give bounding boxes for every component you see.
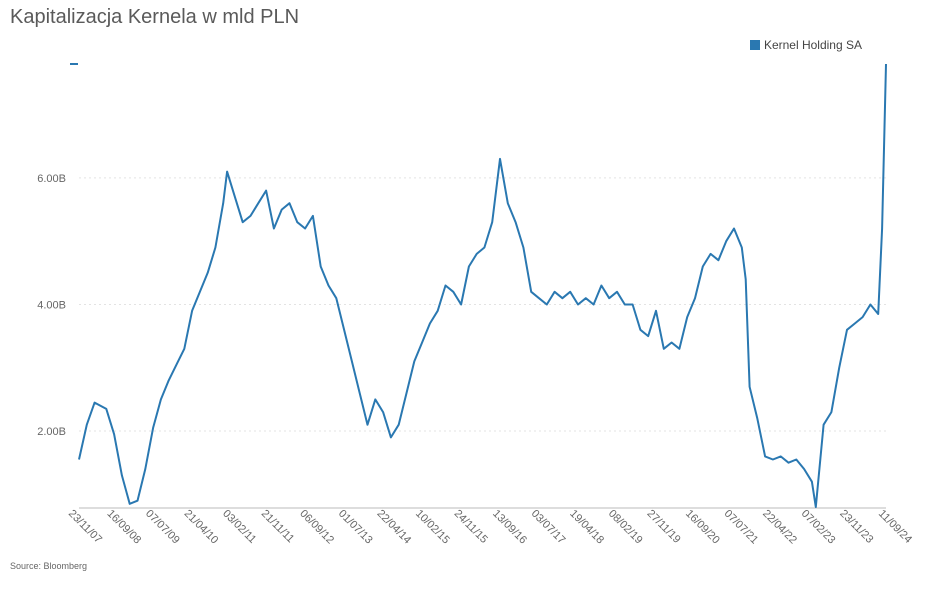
x-tick-label: 21/11/11 [259, 508, 297, 546]
legend: Kernel Holding SA [749, 38, 862, 52]
legend-label: Kernel Holding SA [763, 38, 862, 52]
source-note: Source: Bloomberg [10, 561, 88, 571]
series-line-kernel [78, 63, 887, 508]
x-tick-label: 03/02/11 [220, 508, 258, 546]
x-tick-label: 03/07/17 [529, 508, 568, 547]
x-tick-label: 22/04/22 [760, 508, 799, 547]
x-tick-label: 23/11/07 [66, 508, 104, 546]
x-tick-label: 23/11/23 [837, 508, 875, 546]
x-tick-label: 10/02/15 [413, 508, 452, 547]
x-tick-label: 06/09/12 [297, 508, 336, 547]
chart-title: Kapitalizacja Kernela w mld PLN [10, 6, 300, 28]
y-tick-label: 4.00B [37, 299, 66, 311]
x-tick-label: 01/07/13 [336, 508, 375, 547]
x-tick-label: 16/09/20 [683, 508, 722, 547]
y-tick-label: 2.00B [37, 426, 66, 438]
x-tick-label: 27/11/19 [644, 508, 682, 546]
x-tick-label: 16/09/08 [104, 508, 143, 547]
x-tick-label: 22/04/14 [374, 508, 413, 547]
x-tick-label: 07/07/21 [722, 508, 761, 547]
x-tick-label: 07/02/23 [799, 508, 838, 547]
y-tick-label: 6.00B [37, 173, 66, 185]
x-tick-label: 13/09/16 [490, 508, 529, 547]
x-tick-label: 21/04/10 [182, 508, 221, 547]
x-tick-label: 11/09/24 [876, 508, 914, 546]
x-tick-label: 07/07/09 [143, 508, 182, 547]
x-tick-label: 19/04/18 [567, 508, 606, 547]
legend-swatch [749, 40, 760, 50]
x-tick-label: 08/02/19 [606, 508, 645, 547]
x-tick-label: 24/11/15 [452, 508, 490, 546]
